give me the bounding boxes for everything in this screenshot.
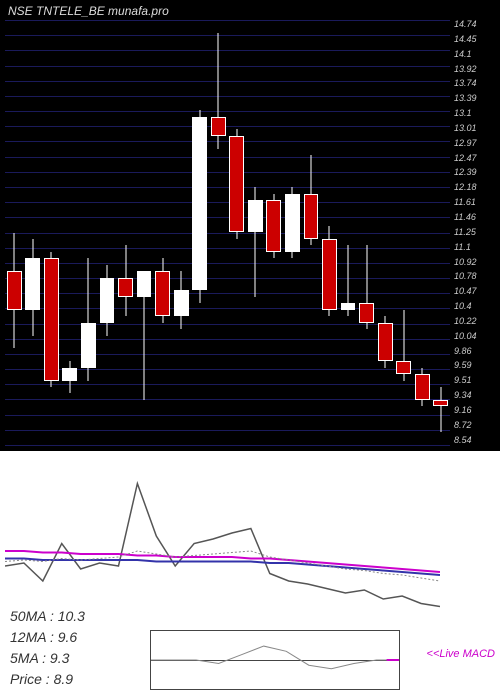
candle	[283, 20, 302, 445]
y-axis-label: 12.18	[452, 183, 500, 192]
candle	[394, 20, 413, 445]
y-axis-label: 9.59	[452, 361, 500, 370]
y-axis-label: 12.39	[452, 168, 500, 177]
ma12-label: 12MA : 9.6	[10, 627, 85, 648]
y-axis-label: 10.78	[452, 272, 500, 281]
y-axis: 14.74 14.45 14.1 13.92 13.74 13.39 13.1 13.01 12…	[452, 20, 500, 445]
y-axis-label: 9.86	[452, 347, 500, 356]
y-axis-label: 12.47	[452, 154, 500, 163]
candle	[79, 20, 98, 445]
y-axis-label: 13.74	[452, 79, 500, 88]
candle	[42, 20, 61, 445]
ma5-label: 5MA : 9.3	[10, 648, 85, 669]
macd-box	[150, 630, 400, 690]
y-axis-label: 10.47	[452, 287, 500, 296]
y-axis-label: 13.92	[452, 65, 500, 74]
candle	[24, 20, 43, 445]
candle	[228, 20, 247, 445]
candle	[320, 20, 339, 445]
ma50-label: 50MA : 10.3	[10, 606, 85, 627]
candle	[153, 20, 172, 445]
y-axis-label: 14.45	[452, 35, 500, 44]
y-axis-label: 9.16	[452, 406, 500, 415]
y-axis-label: 11.1	[452, 243, 500, 252]
candle	[61, 20, 80, 445]
y-axis-label: 11.25	[452, 228, 500, 237]
y-axis-label: 11.61	[452, 198, 500, 207]
y-axis-label: 13.1	[452, 109, 500, 118]
candle	[172, 20, 191, 445]
candle	[5, 20, 24, 445]
candle	[98, 20, 117, 445]
candle	[246, 20, 265, 445]
y-axis-label: 14.74	[452, 20, 500, 29]
y-axis-label: 10.4	[452, 302, 500, 311]
indicator-panel: 50MA : 10.3 12MA : 9.6 5MA : 9.3 Price :…	[0, 450, 500, 700]
candle	[265, 20, 284, 445]
ma-info-box: 50MA : 10.3 12MA : 9.6 5MA : 9.3 Price :…	[10, 606, 85, 690]
candle	[209, 20, 228, 445]
y-axis-label: 13.01	[452, 124, 500, 133]
chart-header: NSE TNTELE_BE munafa.pro	[0, 0, 177, 22]
candle	[116, 20, 135, 445]
candles-layer	[5, 20, 450, 445]
candle	[376, 20, 395, 445]
y-axis-label: 8.72	[452, 421, 500, 430]
y-axis-label: 11.46	[452, 213, 500, 222]
candle	[413, 20, 432, 445]
y-axis-label: 9.51	[452, 376, 500, 385]
y-axis-label: 10.04	[452, 332, 500, 341]
macd-signal	[151, 631, 399, 689]
y-axis-label: 9.34	[452, 391, 500, 400]
candle	[339, 20, 358, 445]
y-axis-label: 12.97	[452, 139, 500, 148]
y-axis-label: 14.1	[452, 50, 500, 59]
indicator-plot-area	[5, 461, 440, 611]
candlestick-chart-panel: NSE TNTELE_BE munafa.pro 14.7414.4514.11…	[0, 0, 500, 450]
candle	[135, 20, 154, 445]
y-axis-label: 8.54	[452, 436, 500, 445]
ticker-label: NSE TNTELE_BE	[8, 4, 105, 18]
y-axis-label: 10.92	[452, 258, 500, 267]
candle	[302, 20, 321, 445]
candle	[357, 20, 376, 445]
y-axis-label: 10.22	[452, 317, 500, 326]
chart-plot-area	[5, 20, 450, 445]
macd-label: <<Live MACD	[427, 648, 495, 660]
candle	[190, 20, 209, 445]
y-axis-label: 13.39	[452, 94, 500, 103]
indicator-lines	[5, 461, 440, 611]
source-label: munafa.pro	[108, 4, 169, 18]
candle	[431, 20, 450, 445]
price-label: Price : 8.9	[10, 669, 85, 690]
